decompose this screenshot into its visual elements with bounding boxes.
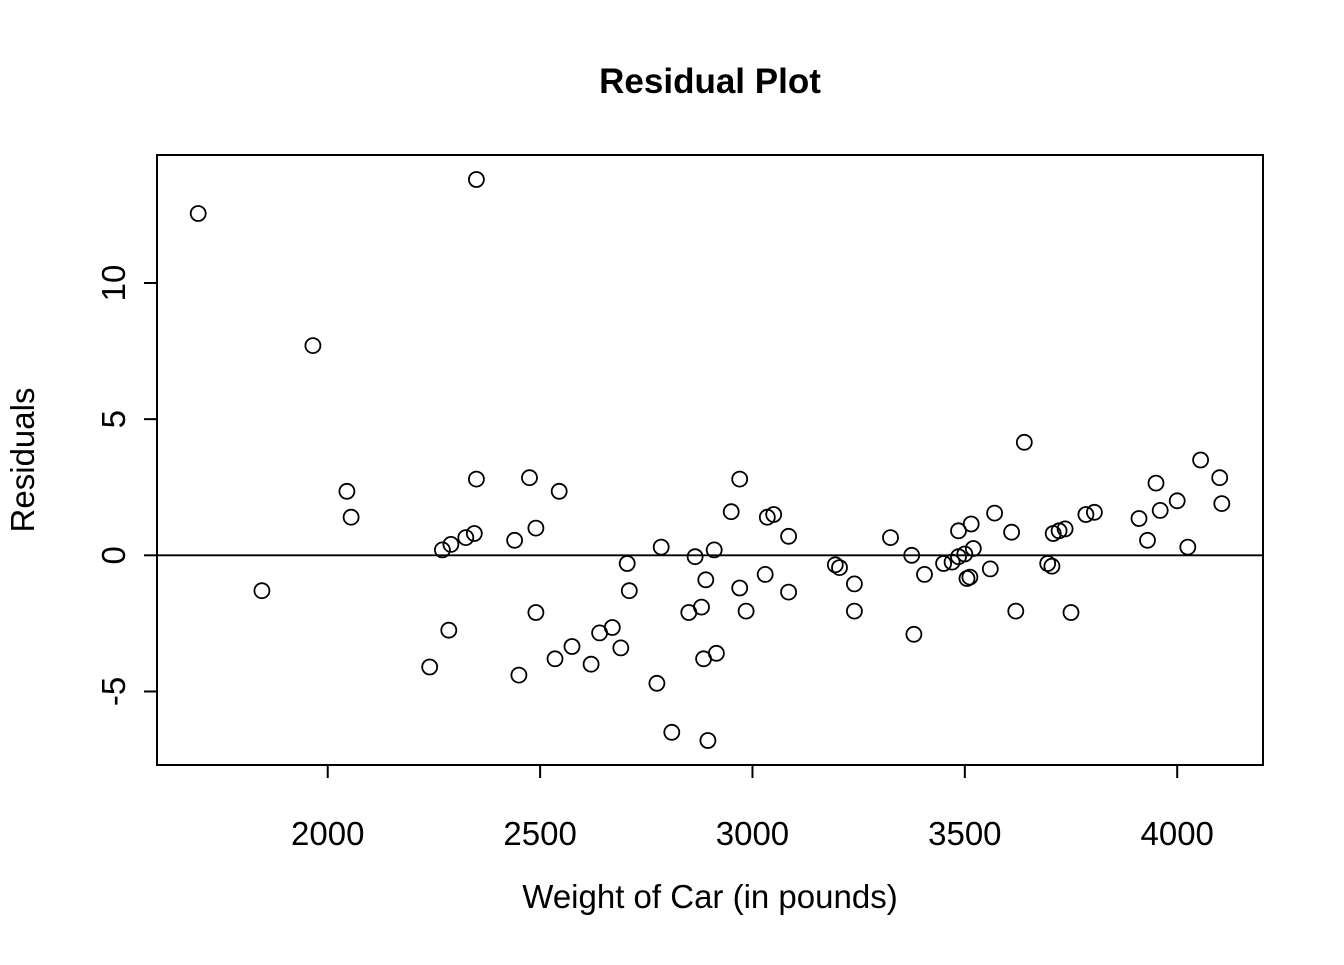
data-point [440,621,458,639]
data-point [708,644,725,662]
data-point [304,337,322,355]
data-point [1213,495,1231,513]
x-tick-label: 4000 [1140,815,1213,852]
data-point [253,582,271,600]
data-point [826,556,844,574]
data-point [846,602,863,620]
data-point [737,602,755,620]
data-point [467,171,485,188]
data-point [986,504,1003,522]
y-tick-label: 0 [95,546,132,564]
data-point [663,723,681,741]
x-tick-label: 3500 [928,815,1001,852]
data-point [1003,523,1020,541]
data-point [1192,451,1209,469]
data-point [705,541,723,559]
data-point [962,515,980,533]
data-point [964,540,982,557]
data-point [550,482,568,500]
data-point [686,548,704,566]
data-point [1179,538,1197,556]
data-point [563,638,581,655]
data-point [981,560,999,578]
data-point [1039,555,1057,572]
data-point [1015,433,1033,451]
data-point [652,538,670,556]
data-point [780,583,797,601]
data-point [1056,520,1074,538]
data-point [699,732,717,749]
data-point [1211,469,1229,487]
data-point [421,658,439,676]
data-point [693,598,710,616]
data-point [1007,602,1025,620]
data-point [780,527,797,545]
data-point [527,604,545,621]
x-tick-label: 2500 [503,815,576,852]
data-point [603,619,621,636]
data-point [467,470,485,488]
data-point [756,566,774,583]
data-point [1151,501,1169,519]
data-point [618,555,636,572]
data-point [1086,503,1103,521]
data-point [731,470,749,488]
data-point [1043,557,1061,575]
data-point [846,575,863,593]
data-point [1077,506,1095,523]
x-axis-label: Weight of Car (in pounds) [522,878,897,915]
data-point [950,522,967,540]
data-point [905,625,923,643]
data-point [916,566,933,583]
x-tick-label: 3000 [716,815,789,852]
data-point [506,531,523,549]
data-point [546,650,564,668]
data-point [731,579,749,597]
data-point [465,525,483,542]
x-tick-label: 2000 [291,815,364,852]
chart-title: Residual Plot [599,62,821,101]
data-point [935,555,952,572]
plot-area: 2000 2500 3000 3500 4000 -5 0 5 10 [95,154,1264,852]
data-point [831,559,848,576]
y-tick-label: -5 [95,677,132,706]
data-point [442,536,460,553]
data-point [1147,474,1165,492]
data-point [1139,531,1156,549]
data-point [612,639,630,657]
data-point [433,541,451,559]
data-point [620,582,638,600]
data-point [457,529,475,546]
y-tick-label: 10 [95,265,132,302]
data-point [521,469,538,487]
data-point [903,546,921,564]
y-tick-label: 5 [95,410,132,428]
data-point [1168,492,1186,510]
data-point [582,655,600,673]
data-point [697,571,715,589]
data-point [342,508,360,526]
data-point [648,674,666,692]
data-point [510,666,528,684]
data-point [961,568,979,586]
data-point [956,545,974,563]
data-point [722,503,740,521]
data-point [338,482,356,500]
plot-border [156,154,1264,766]
y-axis-label: Residuals [4,388,41,533]
data-point [1130,510,1148,527]
data-point [189,205,207,222]
data-point [1062,604,1080,621]
data-point [882,529,899,546]
data-point [527,519,545,537]
data-point [765,506,783,523]
